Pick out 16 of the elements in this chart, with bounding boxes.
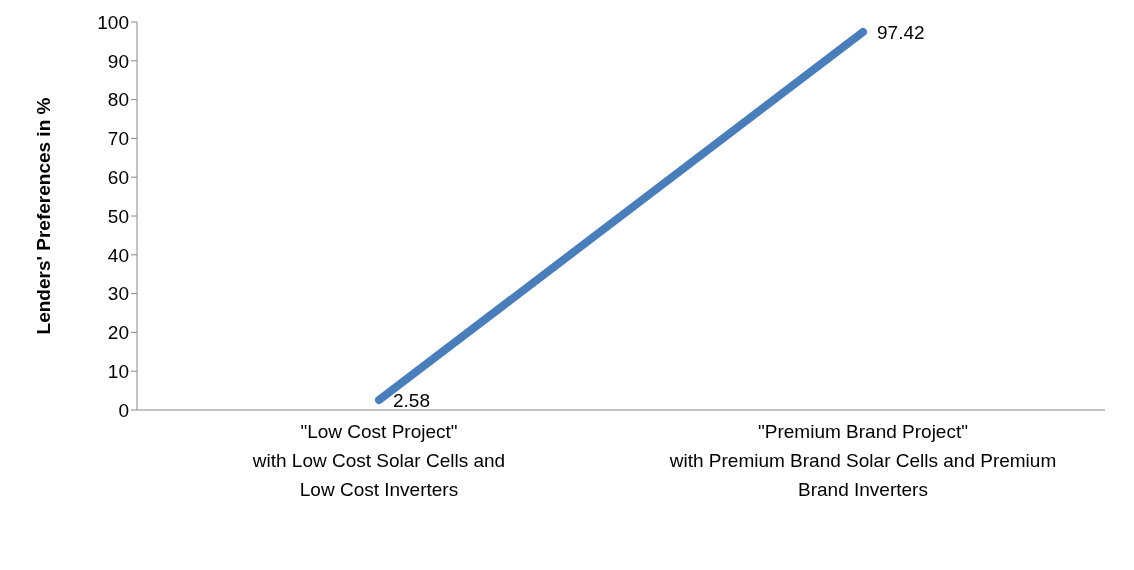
y-axis-title: Lenders' Preferences in % [32,97,54,335]
x-tick-label: "Low Cost Project" with Low Cost Solar Cells and Low Cost Inverters [251,421,506,500]
y-tick-label: 50 [107,205,129,227]
y-tick-label: 90 [107,50,129,72]
y-tick-label: 30 [107,283,129,305]
data-label: 97.42 [877,22,925,44]
data-label: 2.58 [393,389,430,411]
y-tick-label: 100 [97,11,129,33]
y-tick-label: 70 [107,128,129,150]
x-tick-label: "Premium Brand Project" with Premium Brand Solar Cells and Premium Brand Inverters [668,421,1057,500]
y-tick-label: 60 [107,166,129,188]
y-tick-label: 0 [118,399,129,421]
y-tick-label: 40 [107,244,129,266]
y-tick-label: 20 [107,322,129,344]
y-tick-label: 80 [107,89,129,111]
y-tick-label: 10 [107,360,129,382]
